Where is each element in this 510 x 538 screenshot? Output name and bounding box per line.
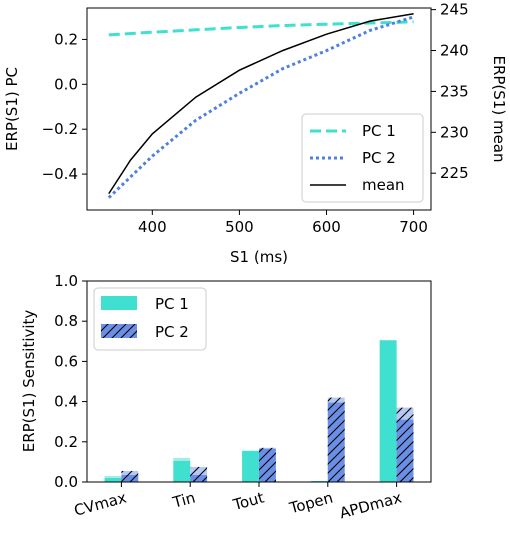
y-right-tick-label: 230 [440,123,469,141]
plot-area-frame [86,7,432,211]
bar-topen-pc1 [310,480,328,482]
y-tick-label: 0.0 [54,75,78,93]
y-right-tick-label: 245 [440,1,469,19]
legend-mean-label: mean [362,176,405,194]
legend-frame [301,113,424,203]
line-series-group [107,12,415,199]
x-tick-label: 600 [312,218,341,236]
x-tick-label: 400 [138,218,167,236]
bar-topen-pc2 [327,402,345,482]
value-axis-ticks: 0.0 0.2 0.4 0.6 0.8 1.0 [54,272,87,491]
y-tick-label: −0.4 [42,165,78,183]
bar-legend-pc1-swatch [101,296,137,310]
bar-cvmax-pc2 [121,474,139,482]
legend-pc1-label: PC 1 [362,122,396,140]
bar-legend-pc2-swatch [101,324,137,338]
bar-tout-pc1 [242,450,259,482]
legend: PC 1 PC 2 mean [301,113,424,203]
value-tick-label: 1.0 [54,272,78,290]
value-tick-label: 0.2 [54,433,78,451]
x-axis-label: S1 (ms) [230,248,288,266]
bar-apdmax-pc1 [379,340,397,482]
bar-tout-pc2 [259,448,276,482]
bar-cvmax-pc1 [104,477,122,482]
value-tick-label: 0.4 [54,393,78,411]
category-axis-ticks: CVmax Tin Tout Topen APDmax [72,482,404,522]
bar-apdmax-pc2 [396,419,414,482]
y-axis-label: ERP(S1) PC [3,67,21,151]
category-tick-label: CVmax [72,488,128,519]
y-right-tick-label: 225 [440,164,469,182]
bar-tin-pc1 [173,460,191,482]
y-axis-right-label: ERP(S1) mean [490,55,508,162]
x-tick-label: 500 [225,218,254,236]
y-tick-label: 0.2 [54,30,78,48]
bar-legend: PC 1 PC 2 [93,287,207,351]
bar-chart: CVmax Tin Tout Topen APDmax 0.0 0.2 0.4 0.6 0.8 1… [20,272,432,522]
y-axis-right-ticks: 225 230 235 240 245 [431,1,469,182]
category-tick-label: Topen [287,488,335,517]
x-tick-label: 700 [399,218,428,236]
x-axis-ticks: 400 500 600 700 [138,210,428,236]
legend-pc2-label: PC 2 [362,149,396,167]
y-right-tick-label: 235 [440,82,469,100]
category-tick-label: Tin [170,488,197,511]
value-tick-label: 0.0 [54,473,78,491]
line-chart: 400 500 600 700 −0.4 −0.2 0.0 0.2 225 230 235 240… [3,1,508,266]
category-tick-label: APDmax [338,488,404,522]
bar-legend-pc2-label: PC 2 [155,323,189,341]
bar-tin-pc2 [190,474,208,482]
value-tick-label: 0.8 [54,312,78,330]
y-right-tick-label: 240 [440,42,469,60]
y-tick-label: −0.2 [42,120,78,138]
bar-group [104,340,414,482]
y-axis-ticks: −0.4 −0.2 0.0 0.2 [42,30,87,183]
value-tick-label: 0.6 [54,352,78,370]
bar-legend-pc1-label: PC 1 [155,295,189,313]
series-line-pc1 [108,20,414,37]
series-line-mean [108,12,414,195]
series-line-pc2 [107,15,415,199]
bar-y-axis-label: ERP(S1) Sensitivity [20,310,38,453]
category-tick-label: Tout [230,488,266,514]
